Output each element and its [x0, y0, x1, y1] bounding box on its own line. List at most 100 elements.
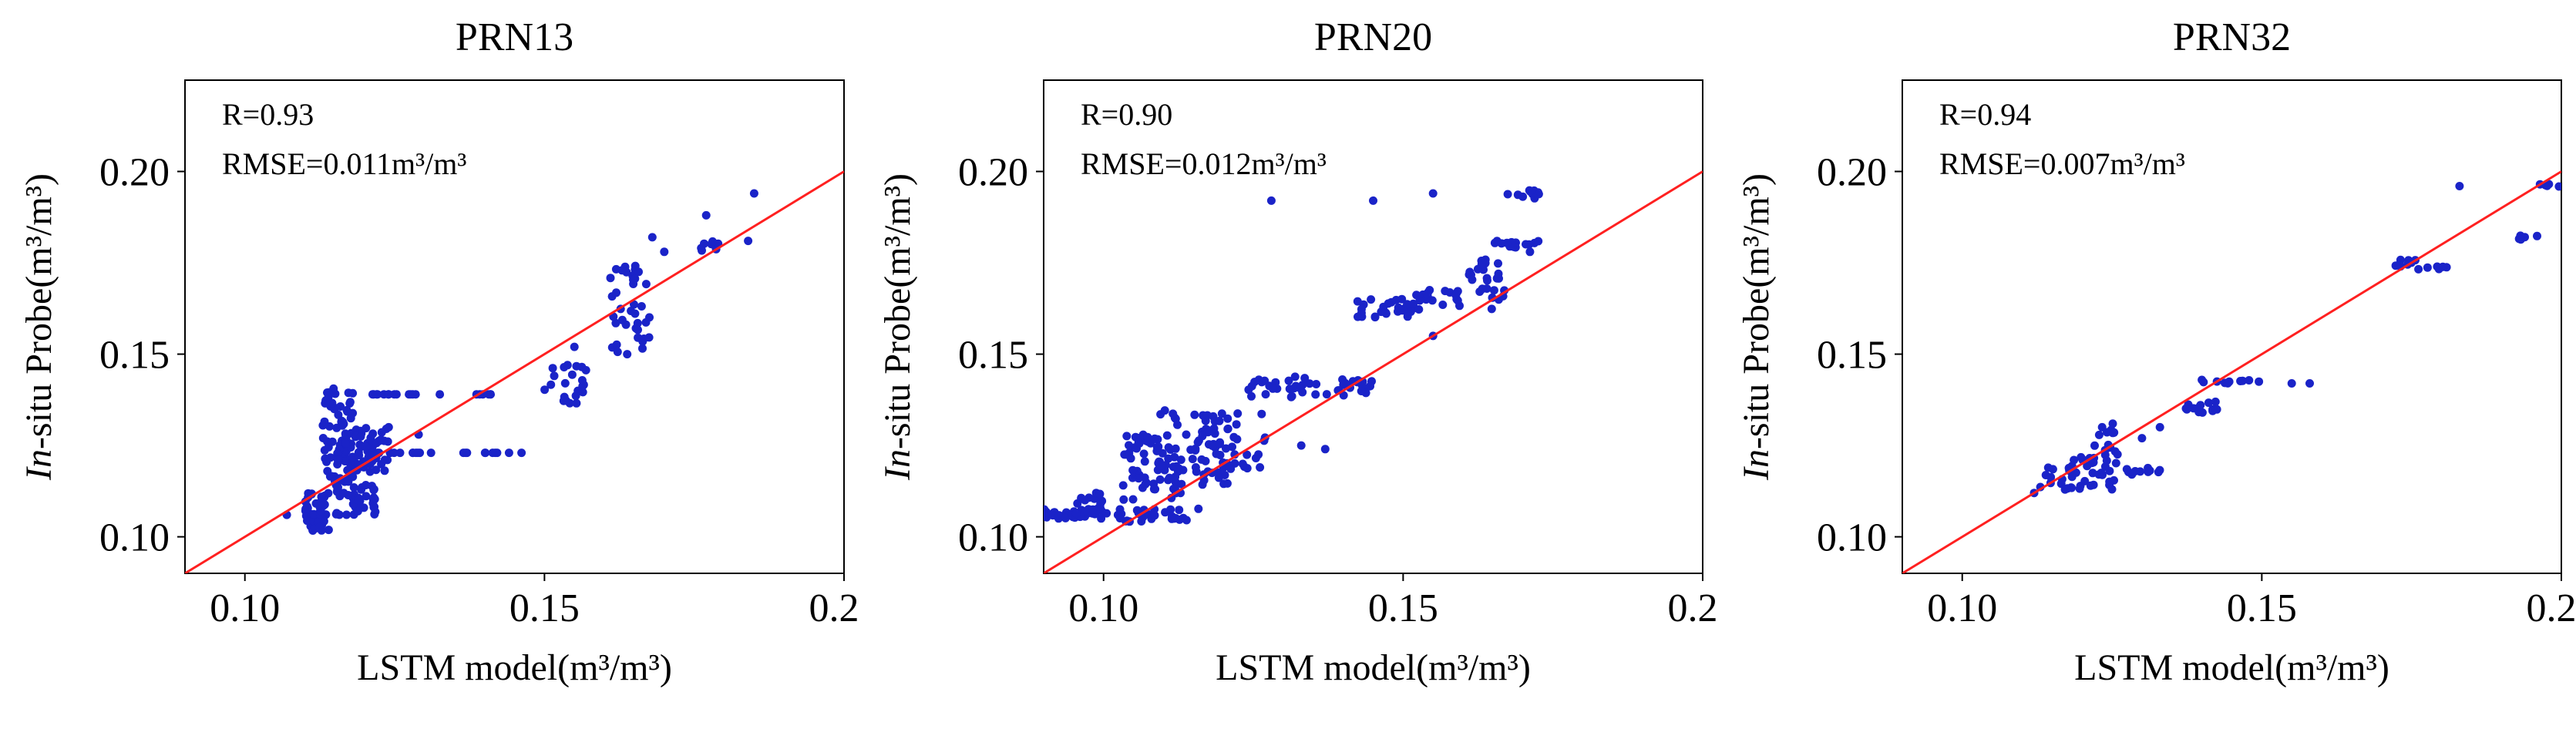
data-point [1369, 196, 1377, 205]
data-point [638, 344, 647, 353]
data-point [623, 350, 632, 359]
data-point [570, 342, 579, 351]
data-point [1226, 464, 1236, 473]
data-point [1503, 190, 1512, 199]
data-point [343, 407, 352, 416]
data-point [314, 522, 324, 532]
data-point [560, 392, 569, 401]
data-point [1208, 442, 1217, 450]
data-point [318, 421, 328, 430]
data-point [303, 516, 311, 526]
data-point [1403, 309, 1412, 318]
data-point [2113, 450, 2122, 459]
data-point [362, 442, 370, 452]
data-point [1122, 432, 1132, 441]
data-point [1254, 375, 1263, 385]
data-point [1233, 409, 1243, 418]
data-point [405, 390, 414, 399]
data-point [365, 467, 375, 476]
x-axis-label: LSTM model(m³/m³) [2074, 647, 2389, 688]
data-point [744, 237, 753, 246]
data-point [540, 385, 550, 395]
data-point [1215, 416, 1224, 425]
data-point [548, 364, 557, 373]
data-point [1509, 242, 1518, 251]
data-point [1154, 442, 1163, 452]
rmse-annotation: RMSE=0.012m³/m³ [1081, 146, 1327, 181]
data-point [1353, 297, 1362, 306]
data-point [1530, 193, 1539, 203]
data-point [1158, 448, 1167, 458]
data-point [1403, 300, 1412, 309]
data-point [338, 421, 347, 430]
data-point [1228, 442, 1236, 452]
data-point [321, 398, 330, 408]
data-point [392, 390, 401, 399]
data-point [354, 496, 363, 505]
data-point [346, 414, 355, 423]
data-point [1202, 411, 1212, 420]
data-point [1071, 509, 1081, 518]
data-point [324, 489, 333, 498]
scatter-points [1044, 186, 1543, 526]
data-point [2211, 405, 2221, 413]
data-point [2155, 422, 2164, 432]
data-point [572, 398, 581, 408]
data-point [700, 239, 708, 248]
data-point [1414, 305, 1424, 314]
data-point [612, 340, 621, 349]
data-point [2094, 430, 2104, 439]
data-point [384, 422, 393, 432]
data-point [1125, 441, 1133, 450]
data-point [356, 432, 365, 441]
data-point [1415, 296, 1424, 305]
rmse-annotation: RMSE=0.007m³/m³ [1939, 146, 2185, 181]
y-axis-label-rest: -situ Probe(m³/m³) [877, 173, 918, 449]
y-tick-label: 0.10 [99, 516, 170, 560]
data-point [1173, 420, 1182, 429]
data-point [349, 483, 358, 492]
y-axis-label-italic: In [877, 449, 918, 481]
data-point [1438, 301, 1448, 309]
data-point [1367, 295, 1376, 304]
data-point [2077, 452, 2086, 462]
plot-frame [1043, 79, 1703, 574]
data-point [1481, 255, 1490, 264]
data-point [324, 526, 333, 535]
data-point [1483, 276, 1491, 285]
data-point [1198, 480, 1207, 489]
data-point [325, 422, 334, 431]
data-point [334, 483, 342, 492]
data-point [348, 388, 358, 398]
data-point [1157, 461, 1165, 470]
data-point [1140, 457, 1149, 466]
data-point [2204, 398, 2213, 408]
x-tick-label: 0.10 [1927, 586, 1997, 630]
y-axis-label: In-situ Probe(m³/m³) [877, 173, 918, 481]
data-point [341, 438, 350, 448]
data-point [317, 492, 326, 502]
data-point [1115, 505, 1125, 514]
data-point [1305, 379, 1314, 388]
plot-frame [1902, 79, 2562, 574]
chart-panel-3: PRN32 0.10 0.15 0.20 0.10 0.15 0.20 LSTM model(… [1717, 0, 2576, 729]
scatter-points [282, 189, 758, 535]
scatter-chart-prn20: PRN20 0.10 0.15 0.20 0.10 0.15 0.20 LSTM model(… [877, 15, 1717, 688]
data-point [1216, 439, 1224, 448]
data-point [1284, 376, 1293, 385]
data-point [1182, 516, 1191, 525]
data-point [2455, 182, 2464, 190]
data-point [1261, 390, 1270, 399]
y-tick-label: 0.15 [1817, 334, 1887, 378]
data-point [1397, 294, 1407, 304]
data-point [1422, 290, 1431, 299]
data-point [362, 481, 371, 489]
data-point [461, 448, 470, 458]
data-point [1210, 429, 1219, 438]
data-point [617, 266, 627, 275]
data-point [2196, 401, 2205, 410]
data-point [641, 280, 651, 289]
data-point [1190, 410, 1199, 419]
chart-title: PRN20 [1314, 15, 1432, 59]
data-point [613, 348, 622, 357]
